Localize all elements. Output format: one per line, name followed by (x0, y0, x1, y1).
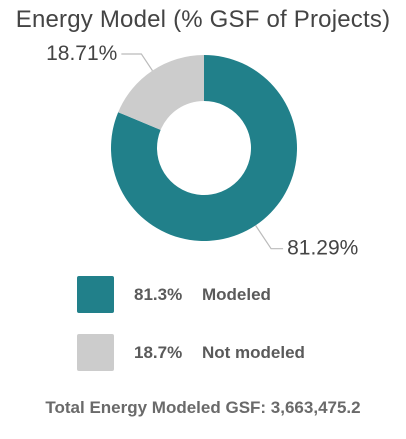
legend-swatch-modeled (77, 276, 114, 313)
legend-swatch-not-modeled (77, 334, 114, 371)
data-label-not-modeled: 18.71% (46, 42, 117, 65)
legend-item-not-modeled: 18.7% Not modeled (77, 334, 305, 371)
slice-modeled (111, 55, 298, 241)
chart-title: Energy Model (% GSF of Projects) (15, 6, 391, 33)
slice-not-modeled (118, 54, 204, 130)
legend-item-modeled: 81.3% Modeled (77, 276, 271, 313)
footer-total: Total Energy Modeled GSF: 3,663,475.2 (45, 398, 361, 417)
legend-pct-not-modeled: 18.7% (134, 342, 183, 362)
legend-label-modeled: Modeled (202, 284, 271, 304)
legend-label-not-modeled: Not modeled (202, 342, 305, 362)
legend-pct-modeled: 81.3% (134, 284, 183, 304)
data-label-not-modeled-leader (121, 53, 153, 71)
data-label-modeled: 81.29% (287, 237, 358, 260)
data-label-modeled-leader (255, 225, 284, 250)
